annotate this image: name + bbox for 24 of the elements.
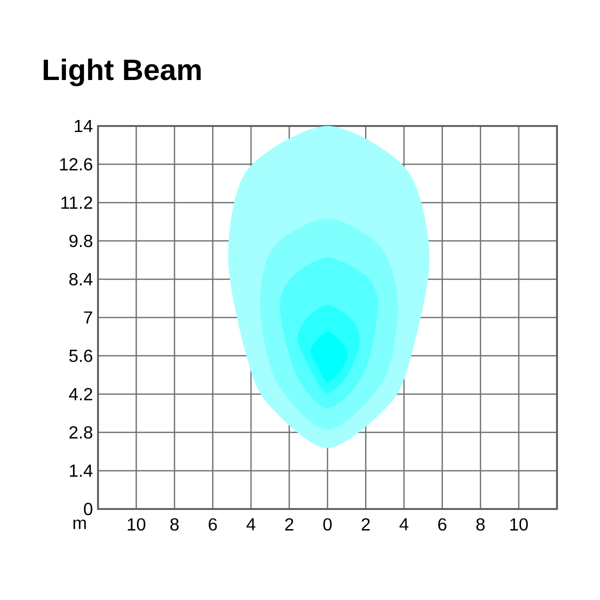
y-tick-label: 0 [84, 502, 92, 516]
y-tick-label: 4.2 [69, 388, 92, 400]
y-tick-label: 5.6 [69, 350, 92, 362]
y-tick-label: 14 [74, 120, 93, 132]
x-tick-label: 4 [246, 518, 256, 530]
x-tick-label: 6 [208, 518, 217, 531]
x-axis-title: m [73, 520, 86, 530]
y-tick-label: 8.4 [69, 272, 93, 286]
y-tick-label: 1.4 [70, 464, 93, 477]
x-tick-label: 2 [362, 518, 370, 530]
x-tick-label: 8 [170, 518, 179, 531]
x-tick-label: 6 [438, 518, 446, 531]
chart-title: Light Beam [44, 58, 201, 86]
y-tick-label: 9.8 [69, 234, 92, 248]
y-tick-label: 7 [84, 311, 92, 324]
x-tick-label: 10 [510, 518, 528, 531]
y-tick-label: 12.6 [60, 158, 92, 171]
x-tick-label: 2 [285, 518, 294, 530]
x-tick-label: 8 [476, 518, 485, 531]
x-tick-label: 10 [128, 518, 146, 531]
y-tick-label: 11.2 [61, 196, 92, 209]
y-tick-label: 2.8 [69, 426, 92, 439]
x-tick-label: 4 [400, 518, 408, 530]
x-tick-label: 0 [323, 518, 332, 531]
